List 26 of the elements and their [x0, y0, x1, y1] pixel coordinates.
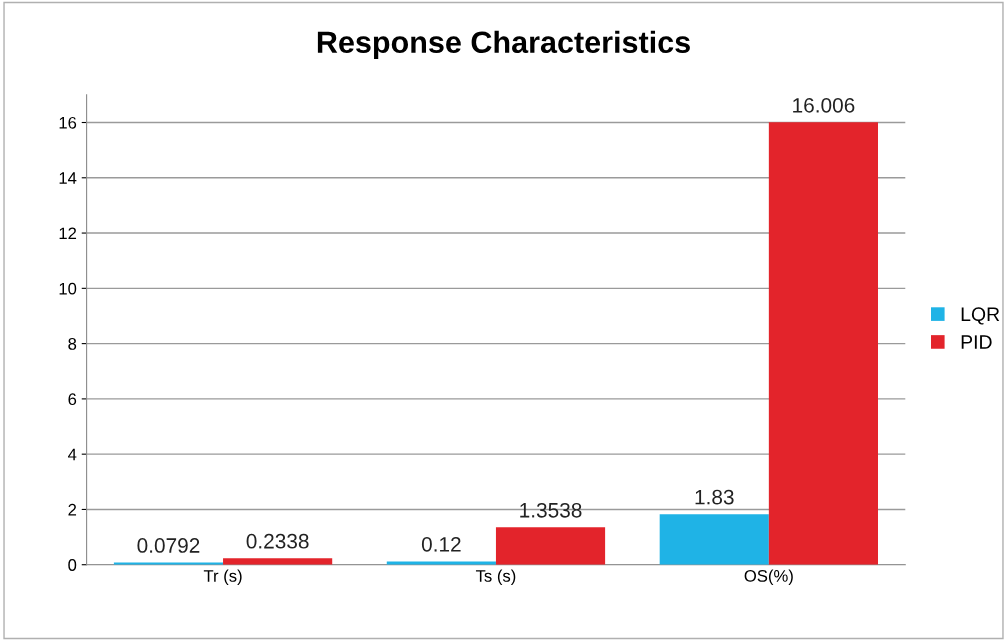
data-label: 0.0792: [137, 538, 200, 553]
bar: [223, 558, 333, 565]
x-tick-label: OS(%): [744, 569, 793, 586]
y-tick-label: 10: [59, 282, 77, 295]
bar: [386, 561, 496, 565]
data-label: 0.12: [421, 536, 461, 552]
legend-label: PID: [961, 335, 992, 349]
data-label: 16.006: [793, 97, 855, 113]
x-tick-label: Ts (s): [475, 569, 516, 586]
y-tick-label: 0: [68, 559, 77, 571]
y-tick-label: 14: [59, 172, 77, 184]
y-tick-label: 8: [68, 338, 77, 350]
legend-label: LQR: [961, 307, 1000, 325]
data-label: 0.2338: [246, 533, 309, 549]
x-tick-label: Tr (s): [203, 569, 242, 586]
y-tick-label: 4: [67, 448, 77, 461]
y-tick-label: 6: [68, 393, 77, 406]
data-label: 1.3538: [520, 502, 582, 518]
data-label: 1.83: [695, 489, 734, 505]
chart-title: Response Characteristics: [317, 30, 690, 60]
y-tick-label: 16: [59, 116, 77, 129]
bar: [659, 514, 769, 565]
y-tick-label: 2: [68, 503, 77, 516]
y-tick-label: 12: [59, 227, 77, 240]
bar: [768, 122, 878, 565]
bar: [495, 527, 606, 565]
